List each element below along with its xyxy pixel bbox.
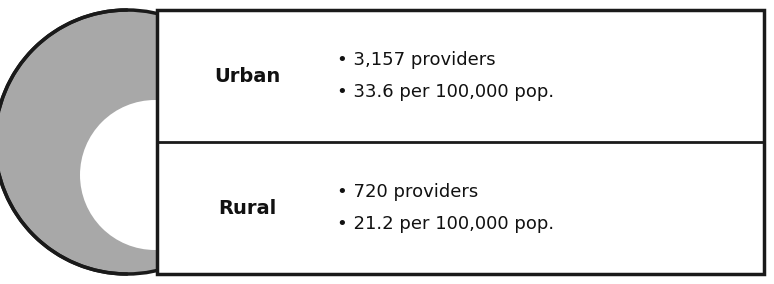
Text: Urban: Urban (214, 66, 280, 85)
Text: • 21.2 per 100,000 pop.: • 21.2 per 100,000 pop. (337, 215, 554, 233)
Text: • 3,157 providers: • 3,157 providers (337, 51, 495, 69)
Circle shape (0, 10, 259, 274)
Text: Rural: Rural (217, 199, 276, 218)
Text: • 720 providers: • 720 providers (337, 183, 478, 201)
Bar (157, 10, 764, 274)
Bar (157, 10, 764, 274)
Circle shape (80, 100, 230, 250)
Text: • 33.6 per 100,000 pop.: • 33.6 per 100,000 pop. (337, 83, 554, 101)
